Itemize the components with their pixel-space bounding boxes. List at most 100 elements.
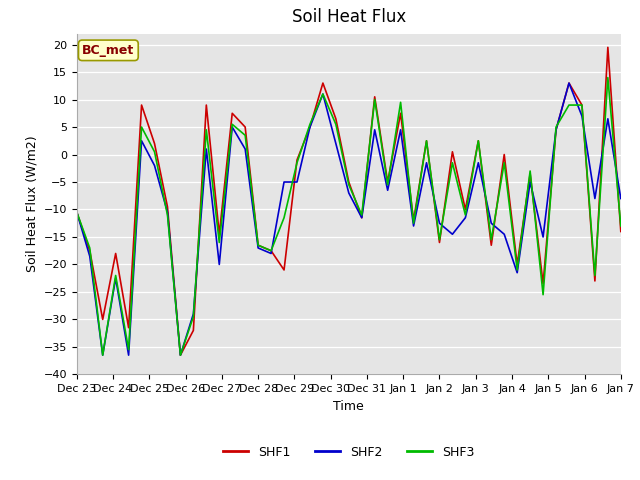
SHF2 bbox=[422, 160, 430, 166]
SHF1 bbox=[513, 262, 521, 267]
SHF3 bbox=[436, 237, 444, 242]
SHF3 bbox=[150, 149, 158, 155]
SHF1 bbox=[73, 209, 81, 215]
SHF2 bbox=[461, 215, 469, 221]
SHF1 bbox=[449, 149, 456, 155]
SHF2 bbox=[565, 80, 573, 86]
SHF3 bbox=[449, 160, 456, 166]
SHF3 bbox=[138, 124, 145, 130]
SHF2 bbox=[112, 276, 120, 281]
SHF1 bbox=[422, 138, 430, 144]
SHF2 bbox=[526, 179, 534, 185]
SHF1 bbox=[112, 251, 120, 256]
SHF3 bbox=[99, 352, 106, 358]
SHF2 bbox=[345, 190, 353, 196]
SHF1 bbox=[540, 281, 547, 287]
Line: SHF2: SHF2 bbox=[77, 83, 621, 355]
SHF1 bbox=[345, 179, 353, 185]
SHF2 bbox=[552, 127, 560, 132]
SHF3 bbox=[358, 212, 365, 218]
SHF1 bbox=[138, 102, 145, 108]
SHF1 bbox=[150, 141, 158, 146]
SHF1 bbox=[125, 325, 132, 331]
SHF1 bbox=[436, 240, 444, 245]
SHF1 bbox=[526, 171, 534, 177]
SHF3 bbox=[125, 347, 132, 352]
SHF1 bbox=[280, 267, 288, 273]
SHF1 bbox=[397, 110, 404, 116]
SHF3 bbox=[254, 242, 262, 248]
SHF3 bbox=[397, 99, 404, 105]
SHF1 bbox=[332, 116, 340, 121]
SHF1 bbox=[99, 316, 106, 322]
Title: Soil Heat Flux: Soil Heat Flux bbox=[292, 9, 406, 26]
Y-axis label: Soil Heat Flux (W/m2): Soil Heat Flux (W/m2) bbox=[25, 136, 38, 272]
SHF3 bbox=[202, 127, 210, 132]
SHF3 bbox=[164, 212, 172, 218]
SHF1 bbox=[228, 110, 236, 116]
SHF2 bbox=[604, 116, 612, 121]
SHF2 bbox=[319, 91, 327, 97]
SHF3 bbox=[578, 102, 586, 108]
SHF2 bbox=[591, 196, 599, 202]
SHF1 bbox=[565, 80, 573, 86]
SHF3 bbox=[604, 75, 612, 81]
SHF3 bbox=[241, 132, 249, 138]
SHF1 bbox=[604, 45, 612, 50]
SHF2 bbox=[254, 245, 262, 251]
SHF3 bbox=[474, 138, 482, 144]
SHF1 bbox=[591, 278, 599, 284]
SHF2 bbox=[280, 179, 288, 185]
SHF2 bbox=[138, 138, 145, 144]
SHF2 bbox=[73, 209, 81, 215]
SHF1 bbox=[306, 124, 314, 130]
SHF1 bbox=[268, 248, 275, 253]
SHF3 bbox=[306, 121, 314, 127]
SHF3 bbox=[268, 248, 275, 253]
SHF2 bbox=[216, 262, 223, 267]
SHF3 bbox=[526, 168, 534, 174]
Text: BC_met: BC_met bbox=[82, 44, 134, 57]
SHF2 bbox=[293, 179, 301, 185]
SHF1 bbox=[293, 157, 301, 163]
SHF2 bbox=[99, 352, 106, 358]
SHF1 bbox=[500, 152, 508, 157]
SHF3 bbox=[552, 124, 560, 130]
SHF3 bbox=[112, 273, 120, 278]
SHF2 bbox=[540, 234, 547, 240]
SHF3 bbox=[488, 237, 495, 242]
SHF3 bbox=[189, 314, 197, 320]
Line: SHF1: SHF1 bbox=[77, 48, 621, 355]
SHF3 bbox=[617, 223, 625, 229]
SHF1 bbox=[578, 102, 586, 108]
SHF2 bbox=[177, 352, 184, 358]
SHF1 bbox=[254, 242, 262, 248]
SHF2 bbox=[241, 146, 249, 152]
SHF3 bbox=[513, 267, 521, 273]
SHF3 bbox=[73, 209, 81, 215]
SHF2 bbox=[617, 196, 625, 202]
SHF2 bbox=[488, 220, 495, 226]
SHF1 bbox=[410, 217, 417, 223]
SHF2 bbox=[189, 311, 197, 317]
SHF2 bbox=[164, 209, 172, 215]
SHF1 bbox=[474, 138, 482, 144]
SHF1 bbox=[552, 127, 560, 132]
SHF3 bbox=[384, 182, 392, 188]
SHF2 bbox=[306, 124, 314, 130]
SHF1 bbox=[216, 231, 223, 237]
SHF3 bbox=[280, 215, 288, 221]
SHF1 bbox=[241, 124, 249, 130]
SHF1 bbox=[461, 206, 469, 212]
SHF2 bbox=[449, 231, 456, 237]
SHF2 bbox=[384, 187, 392, 193]
SHF1 bbox=[189, 327, 197, 333]
SHF3 bbox=[345, 182, 353, 188]
SHF2 bbox=[268, 251, 275, 256]
SHF2 bbox=[371, 127, 378, 132]
SHF2 bbox=[358, 215, 365, 221]
X-axis label: Time: Time bbox=[333, 400, 364, 413]
SHF2 bbox=[150, 163, 158, 168]
SHF2 bbox=[500, 231, 508, 237]
SHF3 bbox=[228, 121, 236, 127]
